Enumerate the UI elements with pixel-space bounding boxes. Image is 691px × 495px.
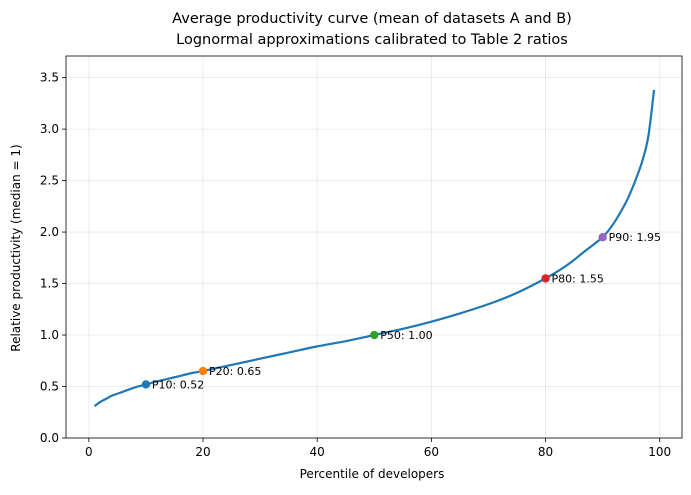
percentile-point <box>370 330 379 340</box>
percentile-label: P90: 1.95 <box>609 231 661 244</box>
x-axis-label: Percentile of developers <box>300 467 445 481</box>
chart-subtitle: Lognormal approximations calibrated to T… <box>176 32 568 48</box>
percentile-label: P80: 1.55 <box>552 272 604 285</box>
highlight-points: P10: 0.52 P20: 0.65 P50: 1.00 P80: 1.55 P90:… <box>141 231 661 391</box>
x-tick-label: 100 <box>648 445 671 459</box>
percentile-label: P20: 0.65 <box>209 365 261 378</box>
y-tick-label: 2.5 <box>40 174 59 188</box>
y-tick-label: 3.5 <box>40 71 59 85</box>
percentile-point <box>198 366 208 376</box>
chart-title: Average productivity curve (mean of data… <box>172 11 572 27</box>
x-tick-label: 80 <box>538 445 553 459</box>
percentile-point <box>141 380 151 389</box>
y-tick-label: 1.5 <box>40 277 59 291</box>
x-tick-label: 40 <box>310 445 325 459</box>
percentile-label: P50: 1.00 <box>380 329 432 342</box>
x-tick-label: 20 <box>195 445 210 459</box>
percentile-point <box>541 274 550 283</box>
grid-lines <box>66 56 682 439</box>
y-axis-label: Relative productivity (median = 1) <box>9 144 23 351</box>
y-tick-label: 0.5 <box>40 380 59 394</box>
y-tick-label: 1.0 <box>40 328 59 342</box>
axis-ticks: 0 20 40 60 80 100 0.0 0.5 1.0 1.5 2.0 2.5 3.0 3.5 <box>40 71 671 459</box>
plot-frame <box>65 55 683 439</box>
y-tick-label: 3.0 <box>40 122 59 136</box>
percentile-point <box>598 233 607 242</box>
y-tick-label: 2.0 <box>40 225 59 239</box>
y-tick-label: 0.0 <box>40 431 59 445</box>
percentile-label: P10: 0.52 <box>152 378 204 391</box>
x-tick-label: 60 <box>424 445 439 459</box>
x-tick-label: 0 <box>85 445 93 459</box>
